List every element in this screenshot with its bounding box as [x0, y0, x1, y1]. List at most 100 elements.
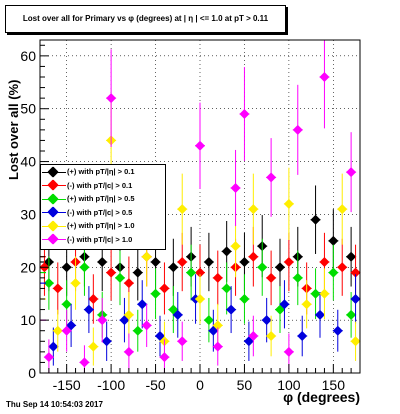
- data-point: [195, 267, 205, 278]
- data-point: [239, 257, 250, 267]
- data-point: [328, 267, 339, 278]
- data-point: [177, 204, 188, 215]
- data-point: [123, 309, 134, 320]
- data-point: [315, 309, 325, 320]
- data-point: [266, 172, 277, 183]
- data-point: [283, 257, 294, 267]
- data-point: [83, 304, 94, 315]
- data-point: [150, 288, 161, 299]
- legend-label: (+) with pT/|η| > 0.1: [67, 167, 135, 177]
- data-series: [39, 40, 361, 373]
- data-point: [221, 283, 232, 294]
- data-point: [297, 331, 308, 341]
- data-point: [239, 294, 250, 304]
- data-point: [292, 272, 303, 283]
- data-point: [159, 352, 170, 363]
- data-point: [52, 283, 63, 294]
- x-tick-label-3: 0: [196, 377, 204, 393]
- x-tick-label-5: 100: [277, 377, 301, 393]
- legend-marker-dot: [47, 220, 59, 232]
- data-point: [346, 167, 357, 178]
- data-point: [123, 346, 134, 357]
- y-axis-label: Lost over all (%): [6, 79, 21, 180]
- data-point: [261, 315, 272, 326]
- data-point: [248, 251, 259, 262]
- chart-title: Lost over all for Primary vs φ (degrees)…: [5, 5, 286, 33]
- legend-marker: [41, 166, 67, 178]
- data-point: [212, 341, 223, 352]
- x-tick-label-0: -150: [53, 377, 81, 393]
- data-point: [115, 272, 125, 283]
- data-point: [292, 124, 303, 135]
- data-point: [283, 198, 294, 209]
- legend-entry: (-) with pT/|c| > 0.5: [41, 206, 165, 220]
- data-point: [79, 262, 90, 273]
- data-point: [61, 262, 72, 273]
- timestamp: Thu Sep 14 10:54:03 2017: [6, 400, 103, 409]
- data-point: [266, 331, 277, 341]
- data-point: [319, 288, 330, 299]
- data-point: [177, 336, 188, 347]
- data-point: [52, 325, 63, 336]
- legend-marker: [41, 179, 67, 191]
- data-point: [132, 325, 143, 336]
- y-tick-label-6: 60: [20, 48, 36, 64]
- legend-marker-dot: [47, 233, 59, 245]
- legend-label: (-) with pT/|c| > 0.5: [67, 207, 133, 217]
- data-point: [70, 278, 81, 289]
- data-point: [141, 251, 152, 262]
- series-5: [40, 40, 357, 373]
- legend-marker: [41, 233, 67, 245]
- legend-marker-dot: [47, 166, 59, 178]
- data-point: [61, 325, 72, 336]
- legend-label: (+) with pT/|η| > 0.5: [67, 194, 135, 204]
- data-point: [266, 272, 277, 283]
- legend-label: (-) with pT/|c| > 1.0: [67, 234, 133, 244]
- data-point: [350, 336, 361, 347]
- x-tick-label-1: -100: [97, 377, 125, 393]
- data-point: [195, 294, 205, 304]
- data-point: [97, 315, 108, 326]
- y-tick-label-3: 30: [20, 206, 36, 222]
- data-point: [328, 235, 339, 246]
- legend-entry: (+) with pT/|η| > 0.1: [41, 165, 165, 179]
- data-point: [279, 299, 290, 310]
- data-point: [97, 257, 108, 267]
- x-axis-label: φ (degrees): [283, 389, 360, 405]
- axis-ticks: -150 -100 -50 0 50 100 150 0 10 20 30 40 50 60: [20, 44, 361, 393]
- data-point: [275, 262, 285, 273]
- legend-label: (-) with pT/|c| > 0.1: [67, 180, 133, 190]
- legend-marker: [41, 206, 67, 218]
- data-point: [177, 257, 188, 267]
- data-point: [123, 278, 134, 289]
- data-point: [283, 346, 294, 357]
- data-point: [230, 183, 241, 193]
- data-point: [61, 299, 72, 310]
- data-point: [257, 262, 268, 273]
- data-point: [88, 341, 99, 352]
- data-point: [310, 288, 321, 299]
- legend-marker-dot: [47, 206, 59, 218]
- data-point: [350, 267, 361, 278]
- data-point: [137, 299, 148, 310]
- y-tick-label-1: 10: [20, 312, 36, 328]
- data-point: [203, 257, 214, 267]
- legend-marker: [41, 220, 67, 232]
- legend-entry: (-) with pT/|c| > 1.0: [41, 233, 165, 247]
- data-point: [212, 320, 223, 331]
- y-tick-label-5: 50: [20, 101, 36, 117]
- data-point: [248, 204, 259, 215]
- data-point: [132, 267, 143, 278]
- data-point: [150, 257, 161, 267]
- legend-entry: (-) with pT/|c| > 0.1: [41, 179, 165, 193]
- data-point: [239, 109, 250, 119]
- data-point: [332, 325, 343, 336]
- y-tick-label-4: 40: [20, 154, 36, 170]
- data-point: [248, 331, 259, 341]
- data-point: [337, 204, 348, 215]
- legend-entry: (+) with pT/|η| > 1.0: [41, 219, 165, 233]
- y-tick-label-0: 0: [28, 365, 36, 381]
- data-point: [203, 315, 214, 326]
- data-point: [106, 93, 117, 104]
